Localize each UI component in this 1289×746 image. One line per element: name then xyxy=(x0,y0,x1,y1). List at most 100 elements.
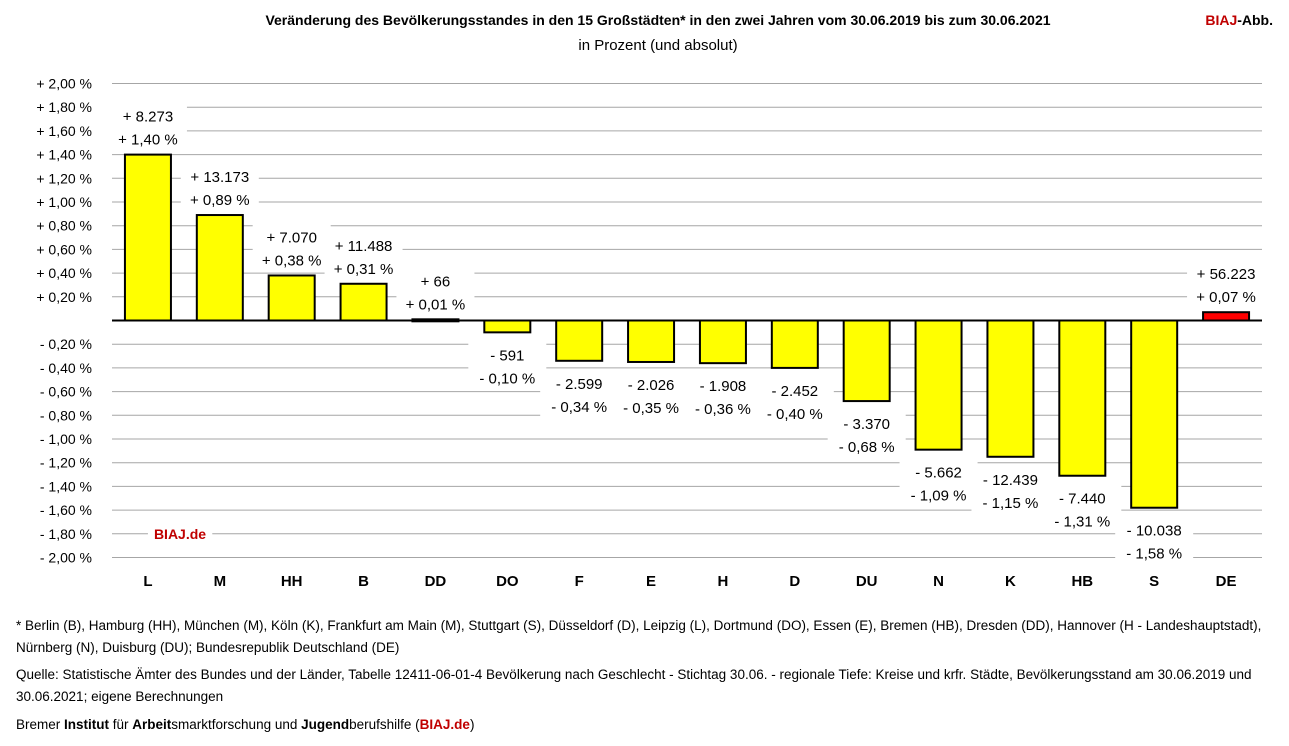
chart-title: Veränderung des Bevölkerungsstandes in d… xyxy=(265,12,1050,28)
data-label-absolute: - 3.370 xyxy=(843,416,890,433)
bar-DU xyxy=(842,319,891,403)
data-label-bg xyxy=(252,223,331,272)
category-label: M xyxy=(214,573,227,590)
data-label-percent: - 1,58 % xyxy=(1126,546,1182,563)
bar-E xyxy=(627,319,676,363)
bar-HB xyxy=(1058,319,1107,477)
y-tick-label: + 1,20 % xyxy=(36,170,92,186)
bar-B xyxy=(339,282,388,322)
category-label: S xyxy=(1149,573,1159,590)
y-tick-label: - 0,60 % xyxy=(40,384,92,400)
data-labels: + 8.273 + 1,40 % + 13.173 + 0,89 % + 7.070 + … xyxy=(108,102,1266,565)
category-label: D xyxy=(789,573,800,590)
category-label: E xyxy=(646,573,656,590)
y-tick-label: - 0,40 % xyxy=(40,360,92,376)
y-tick-label: - 0,80 % xyxy=(40,407,92,423)
footnote-source: Quelle: Statistische Ämter des Bundes un… xyxy=(16,667,1252,704)
data-label-absolute: - 2.599 xyxy=(556,376,603,393)
y-tick-label: + 2,00 % xyxy=(36,76,92,92)
footnote-cities: * Berlin (B), Hamburg (HH), München (M),… xyxy=(16,618,1262,655)
category-label: B xyxy=(358,573,369,590)
data-label-percent: - 1,09 % xyxy=(911,488,967,505)
bar-L xyxy=(123,153,172,322)
data-label-absolute: - 2.026 xyxy=(628,377,675,394)
category-label: DD xyxy=(425,573,447,590)
data-label-absolute: + 8.273 xyxy=(123,109,173,126)
y-tick-label: + 0,40 % xyxy=(36,265,92,281)
y-tick-label: - 1,80 % xyxy=(40,526,92,542)
data-label-percent: - 0,10 % xyxy=(479,370,535,387)
category-labels: L M HH B DD DO F E H D DU N K HB S DE xyxy=(143,573,1236,590)
data-label-absolute: - 12.439 xyxy=(983,472,1038,489)
data-label-percent: - 1,31 % xyxy=(1054,514,1110,531)
chart-subtitle: in Prozent (und absolut) xyxy=(578,37,737,54)
y-tick-label: - 2,00 % xyxy=(40,550,92,566)
data-label-bg xyxy=(612,370,691,419)
data-label-percent: - 0,35 % xyxy=(623,400,679,417)
bar-M xyxy=(195,214,244,322)
data-label-absolute: + 11.488 xyxy=(335,238,393,255)
data-label-bg xyxy=(899,458,978,507)
bars xyxy=(123,153,1251,509)
data-label-absolute: - 10.038 xyxy=(1127,523,1182,540)
y-tick-label: + 1,40 % xyxy=(36,147,92,163)
y-tick-label: + 0,80 % xyxy=(36,218,92,234)
data-label-absolute: - 591 xyxy=(490,347,524,364)
y-tick-label: + 1,00 % xyxy=(36,194,92,210)
bar-N xyxy=(914,319,963,451)
data-label-percent: + 0,01 % xyxy=(406,296,466,313)
category-label: H xyxy=(718,573,729,590)
category-label: DE xyxy=(1216,573,1237,590)
data-label-percent: + 0,07 % xyxy=(1196,289,1256,306)
data-label-absolute: - 5.662 xyxy=(915,465,962,482)
data-label-bg xyxy=(683,372,762,421)
data-label-percent: - 0,36 % xyxy=(695,401,751,418)
data-label-absolute: + 56.223 xyxy=(1197,266,1256,283)
category-label: HB xyxy=(1071,573,1093,590)
bar-chart: Veränderung des Bevölkerungsstandes in d… xyxy=(36,12,1273,590)
watermark-bg xyxy=(147,523,213,544)
data-label-bg xyxy=(1187,260,1266,309)
bar-HH xyxy=(267,274,316,322)
data-label-percent: - 0,34 % xyxy=(551,399,607,416)
y-tick-label: - 1,60 % xyxy=(40,502,92,518)
biaj-badge-rest: -Abb. xyxy=(1237,12,1273,28)
biaj-badge: BIAJ-Abb. xyxy=(1205,12,1273,28)
data-label-absolute: + 7.070 xyxy=(266,229,316,246)
y-tick-label: - 1,20 % xyxy=(40,455,92,471)
data-label-percent: + 0,38 % xyxy=(262,252,322,269)
y-tick-label: - 1,40 % xyxy=(40,478,92,494)
category-label: K xyxy=(1005,573,1016,590)
data-label-bg xyxy=(755,376,834,425)
category-label: DO xyxy=(496,573,519,590)
data-label-absolute: + 13.173 xyxy=(190,169,249,186)
bar-D xyxy=(770,319,819,369)
data-label-bg xyxy=(971,465,1050,514)
data-label-percent: - 1,15 % xyxy=(983,495,1039,512)
bar-DE xyxy=(1202,311,1251,322)
data-label-absolute: + 66 xyxy=(421,273,451,290)
data-label-percent: + 1,40 % xyxy=(118,132,178,149)
data-label-bg xyxy=(468,341,547,390)
biaj-badge-red: BIAJ xyxy=(1205,12,1237,28)
data-label-bg xyxy=(324,231,403,280)
y-axis-ticks: + 2,00 % + 1,80 % + 1,60 % + 1,40 % + 1,20 %… xyxy=(36,76,92,566)
data-label-absolute: - 7.440 xyxy=(1059,491,1106,508)
data-label-bg xyxy=(1043,484,1122,533)
data-label-bg xyxy=(540,369,619,418)
data-label-bg xyxy=(1115,516,1194,565)
data-label-percent: + 0,89 % xyxy=(190,192,250,209)
category-label: N xyxy=(933,573,944,590)
category-label: F xyxy=(575,573,584,590)
data-label-bg xyxy=(108,102,187,151)
watermark: BIAJ.de xyxy=(154,526,206,542)
category-label: HH xyxy=(281,573,303,590)
bar-K xyxy=(986,319,1035,458)
data-label-percent: - 0,68 % xyxy=(839,439,895,456)
data-label-percent: - 0,40 % xyxy=(767,406,823,423)
category-label: L xyxy=(143,573,152,590)
footnote-publisher: Bremer Institut für Arbeitsmarktforschun… xyxy=(16,717,475,732)
category-label: DU xyxy=(856,573,878,590)
y-tick-label: + 1,80 % xyxy=(36,99,92,115)
bar-S xyxy=(1130,319,1179,509)
